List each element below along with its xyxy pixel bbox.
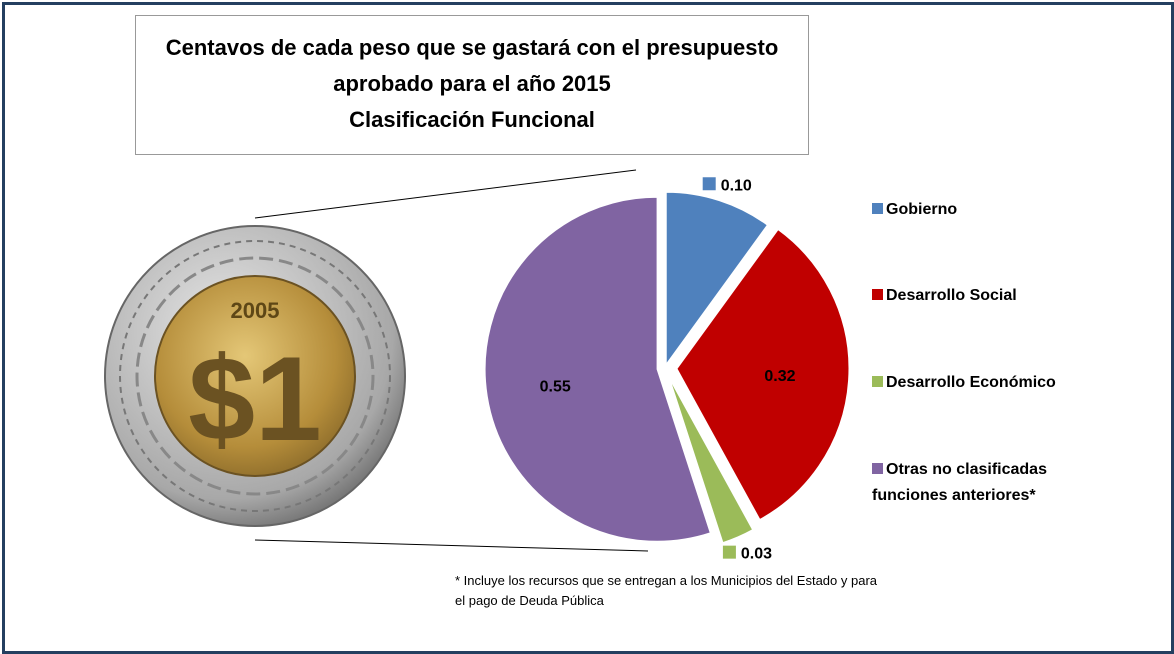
pie: 0.10 0.32 0.03 0.55 <box>485 177 849 562</box>
footnote-line: el pago de Deuda Pública <box>455 591 877 611</box>
data-label: 0.10 <box>721 177 752 194</box>
legend-label: Otras no clasificadas funciones anterior… <box>872 461 1047 504</box>
label-swatch <box>723 546 736 559</box>
legend-swatch <box>872 463 883 474</box>
data-label: 0.55 <box>540 378 571 395</box>
legend-label: Gobierno <box>886 201 957 218</box>
data-label: 0.32 <box>764 368 795 385</box>
footnote-line: * Incluye los recursos que se entregan a… <box>455 571 877 591</box>
data-label: 0.03 <box>741 546 772 563</box>
label-swatch <box>703 177 716 190</box>
legend-item: Desarrollo Económico <box>872 370 1072 396</box>
legend-label: Desarrollo Social <box>886 287 1017 304</box>
chart-title: Centavos de cada peso que se gastará con… <box>135 15 809 155</box>
coin: 2005 $1 <box>105 226 405 526</box>
page: 2005 $1 0.10 0.32 0.03 0.55 Centavos de cad… <box>0 0 1174 654</box>
legend-swatch <box>872 376 883 387</box>
coin-year: 2005 <box>231 298 280 323</box>
title-line: Clasificación Funcional <box>136 102 808 138</box>
callout-line <box>255 540 648 551</box>
legend-swatch <box>872 203 883 214</box>
legend-swatch <box>872 289 883 300</box>
legend-item: Gobierno <box>872 197 1072 223</box>
legend-label: Desarrollo Económico <box>886 374 1056 391</box>
legend-item: Otras no clasificadas funciones anterior… <box>872 457 1072 509</box>
title-line: aprobado para el año 2015 <box>136 66 808 102</box>
callout-line <box>255 170 636 218</box>
legend-item: Desarrollo Social <box>872 283 1072 309</box>
coin-denomination: $1 <box>188 332 321 466</box>
footnote: * Incluye los recursos que se entregan a… <box>455 571 877 611</box>
title-line: Centavos de cada peso que se gastará con… <box>136 30 808 66</box>
